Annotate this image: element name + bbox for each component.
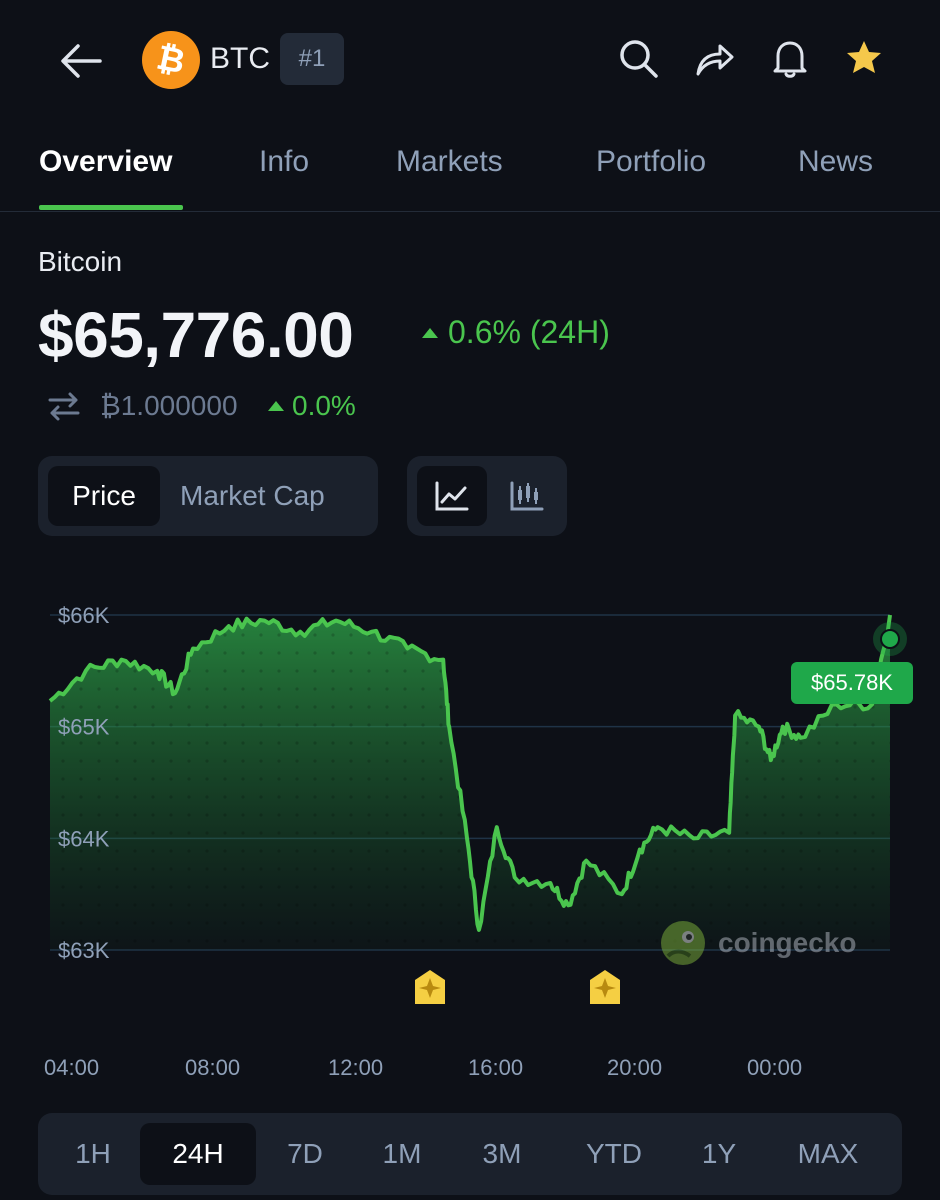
arrow-left-icon (61, 44, 102, 78)
range-24h-button[interactable]: 24H (172, 1138, 224, 1169)
price-line (48, 614, 892, 932)
btc-change: 0.0% (268, 390, 356, 422)
tab-overview[interactable]: Overview (39, 145, 173, 178)
coin-name: Bitcoin (38, 246, 123, 277)
line-chart-icon (435, 481, 469, 511)
event-marker[interactable] (590, 970, 620, 1004)
btc-change-value: 0.0% (292, 390, 356, 421)
tab-markets[interactable]: Markets (396, 145, 503, 178)
current-price: $65,776.00 (38, 299, 354, 371)
current-price-marker (880, 629, 900, 649)
favorite-button[interactable] (840, 34, 888, 82)
y-axis-label: $64K (58, 826, 110, 851)
y-axis-label: $63K (58, 938, 110, 963)
tab-news[interactable]: News (798, 145, 874, 178)
candlestick-icon (510, 481, 544, 511)
sparkle-icon (419, 978, 441, 998)
sparkle-icon (594, 978, 616, 998)
price-change-value: 0.6% (24H) (448, 314, 610, 350)
swap-arrows-icon (46, 388, 82, 424)
x-axis-label: 12:00 (328, 1055, 384, 1080)
range-1y-button[interactable]: 1Y (701, 1138, 737, 1169)
line-chart-button[interactable] (417, 466, 487, 526)
candlestick-chart-button[interactable] (497, 466, 557, 526)
tab-divider (0, 211, 940, 212)
active-range-indicator (140, 1123, 256, 1185)
search-icon (620, 40, 658, 78)
tab-portfolio[interactable]: Portfolio (596, 145, 707, 178)
range-1m-button[interactable]: 1M (382, 1138, 422, 1169)
x-axis-label: 00:00 (747, 1055, 803, 1080)
x-axis-label: 20:00 (607, 1055, 663, 1080)
tab-info[interactable]: Info (259, 145, 310, 178)
range-1h-button[interactable]: 1H (75, 1138, 111, 1169)
x-axis-label: 16:00 (468, 1055, 524, 1080)
alert-button[interactable] (766, 34, 814, 82)
share-icon (696, 44, 734, 76)
range-7d-button[interactable]: 7D (287, 1138, 323, 1169)
coingecko-watermark: coingecko (660, 920, 856, 966)
event-marker[interactable] (415, 970, 445, 1004)
y-axis-label: $66K (58, 603, 110, 628)
y-axis-label: $65K (58, 715, 110, 740)
watermark-text: coingecko (718, 927, 857, 958)
coin-symbol: BTC (210, 42, 270, 75)
price-change-24h: 0.6% (24H) (422, 314, 610, 351)
area-texture (50, 615, 890, 950)
active-tab-indicator (39, 205, 183, 210)
x-axis-label: 08:00 (185, 1055, 241, 1080)
bitcoin-logo: ₿ (142, 31, 200, 89)
back-button[interactable] (56, 36, 106, 86)
up-arrow-icon (422, 327, 438, 338)
gecko-logo-icon (661, 921, 705, 965)
price-chart[interactable]: $66K $65K $64K $63K (0, 590, 940, 1010)
current-price-tag: $65.78K (791, 662, 913, 704)
range-ytd-button[interactable]: YTD (586, 1138, 642, 1169)
rank-badge: #1 (280, 33, 344, 85)
market-cap-toggle-button[interactable]: Market Cap (180, 480, 325, 511)
star-icon (847, 41, 881, 73)
price-toggle-button[interactable]: Price (48, 466, 160, 526)
share-button[interactable] (690, 34, 738, 82)
btc-denominated-value: ₿1.000000 (100, 390, 238, 421)
x-axis-label: 04:00 (44, 1055, 100, 1080)
range-3m-button[interactable]: 3M (482, 1138, 522, 1169)
search-button[interactable] (614, 34, 662, 82)
bell-icon (773, 41, 807, 78)
up-arrow-icon (268, 401, 284, 411)
range-max-button[interactable]: MAX (797, 1138, 859, 1169)
